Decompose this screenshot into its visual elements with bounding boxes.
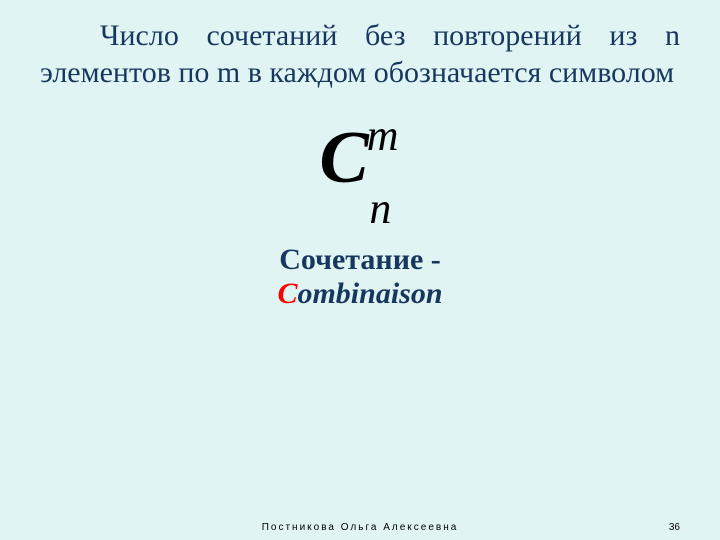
combination-symbol: Cm n	[319, 121, 400, 195]
caption-line1: Сочетание -	[279, 243, 441, 276]
caption-rest: ombinaison	[297, 277, 442, 310]
formula-subscript: n	[369, 187, 391, 231]
definition-paragraph: Число сочетаний без повторений из n элем…	[40, 18, 680, 91]
caption-red-letter: C	[277, 277, 297, 310]
page-number: 36	[669, 522, 680, 533]
formula-base: C	[319, 117, 368, 199]
caption: Сочетание - Combinaison	[40, 243, 680, 311]
footer-author: Постникова Ольга Алексеевна	[262, 522, 459, 533]
formula-block: Cm n	[40, 121, 680, 195]
formula-superscript: m	[367, 111, 399, 160]
slide: Число сочетаний без повторений из n элем…	[0, 0, 720, 540]
